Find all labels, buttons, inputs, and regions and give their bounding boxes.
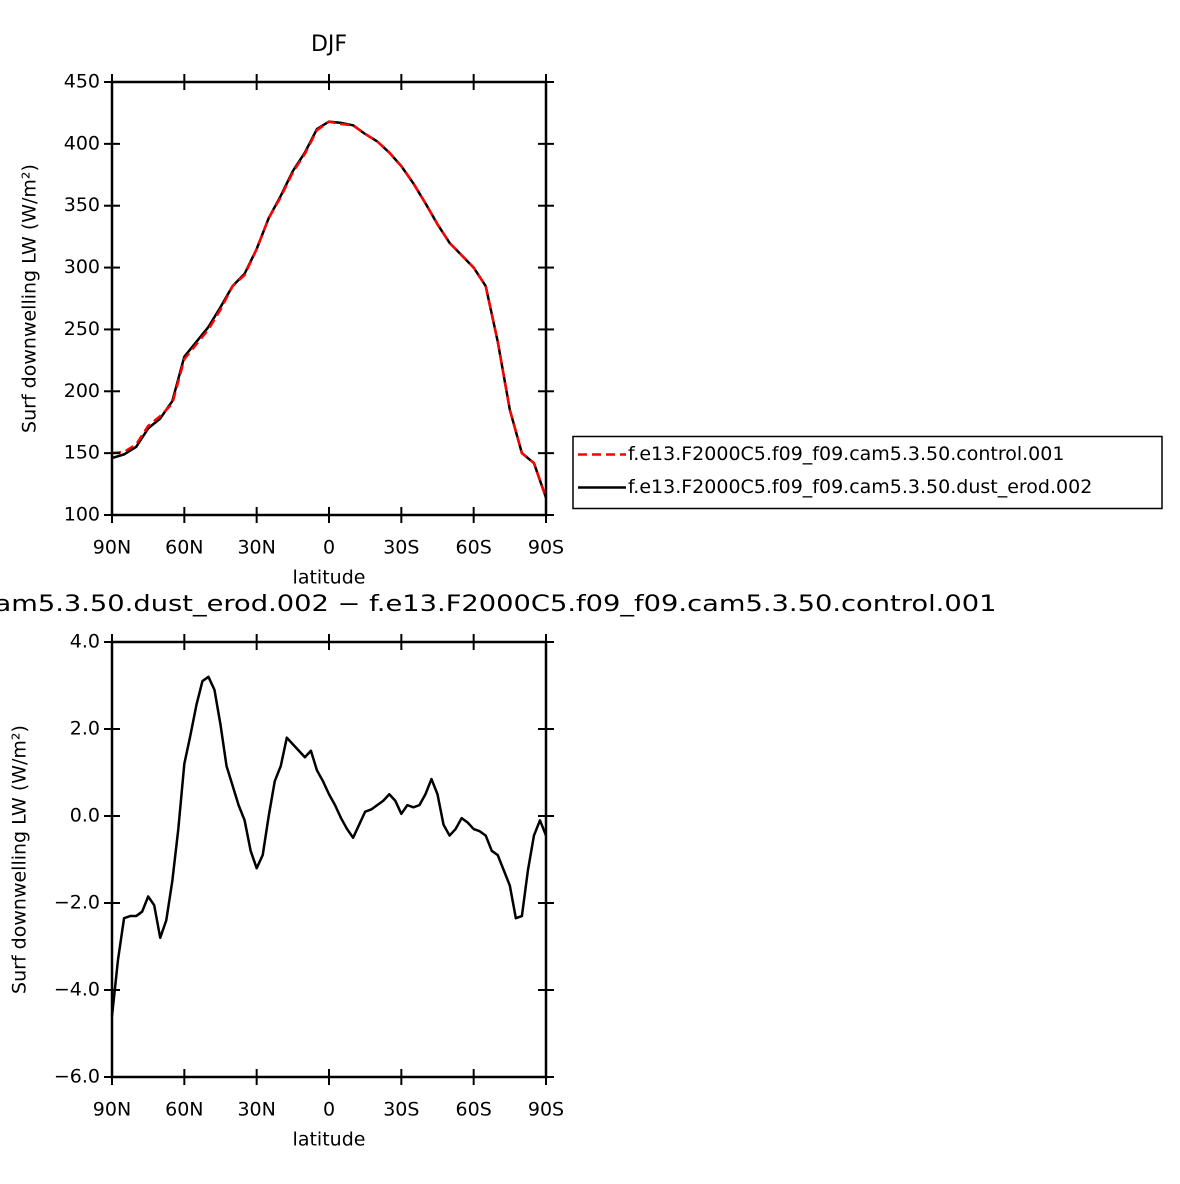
y-tick-label: 0.0 (70, 805, 100, 827)
legend-box (572, 435, 1163, 510)
x-tick-label: 0 (323, 1099, 335, 1121)
y-axis-label: Surf downwelling LW (W/m²) (19, 164, 41, 433)
line-series (111, 120, 548, 499)
x-tick-label: 60N (165, 537, 203, 559)
y-tick-label: 300 (64, 256, 100, 278)
x-axis-label: latitude (293, 567, 366, 589)
y-tick-label: −4.0 (54, 979, 100, 1001)
x-tick-label: 90N (93, 1099, 131, 1121)
x-tick-label: 90N (93, 537, 131, 559)
x-tick-label: 30S (383, 537, 419, 559)
line-series (111, 120, 548, 499)
x-tick-label: 0 (323, 537, 335, 559)
y-tick-label: 2.0 (70, 718, 100, 740)
y-tick-label: 200 (64, 380, 100, 402)
chart-title: DJF (311, 32, 347, 57)
y-tick-label: −2.0 (54, 892, 100, 914)
x-tick-label: 90S (528, 1099, 564, 1121)
legend-label: f.e13.F2000C5.f09_f09.cam5.3.50.control.… (628, 443, 1064, 465)
legend-label: f.e13.F2000C5.f09_f09.cam5.3.50.dust_ero… (628, 476, 1092, 498)
y-tick-label: 4.0 (70, 631, 100, 653)
y-axis-label: Surf downwelling LW (W/m²) (9, 725, 31, 994)
chart-title: f.e13.F2000C5.f09_f09.cam5.3.50.dust_ero… (0, 592, 997, 617)
y-tick-label: 150 (64, 442, 100, 464)
y-tick-label: 400 (64, 132, 100, 154)
x-tick-label: 30N (237, 1099, 275, 1121)
line-series (110, 675, 548, 1017)
x-tick-label: 60S (456, 537, 492, 559)
y-tick-label: 100 (64, 504, 100, 526)
x-tick-label: 30N (237, 537, 275, 559)
x-tick-label: 60S (456, 1099, 492, 1121)
y-tick-label: −6.0 (54, 1066, 100, 1088)
y-tick-label: 250 (64, 318, 100, 340)
plot-frame (110, 640, 548, 1079)
x-axis-label: latitude (293, 1129, 366, 1151)
x-tick-label: 90S (528, 537, 564, 559)
x-tick-label: 60N (165, 1099, 203, 1121)
x-tick-label: 30S (383, 1099, 419, 1121)
y-tick-label: 350 (64, 194, 100, 216)
plot-frame (110, 80, 548, 517)
y-tick-label: 450 (64, 71, 100, 93)
